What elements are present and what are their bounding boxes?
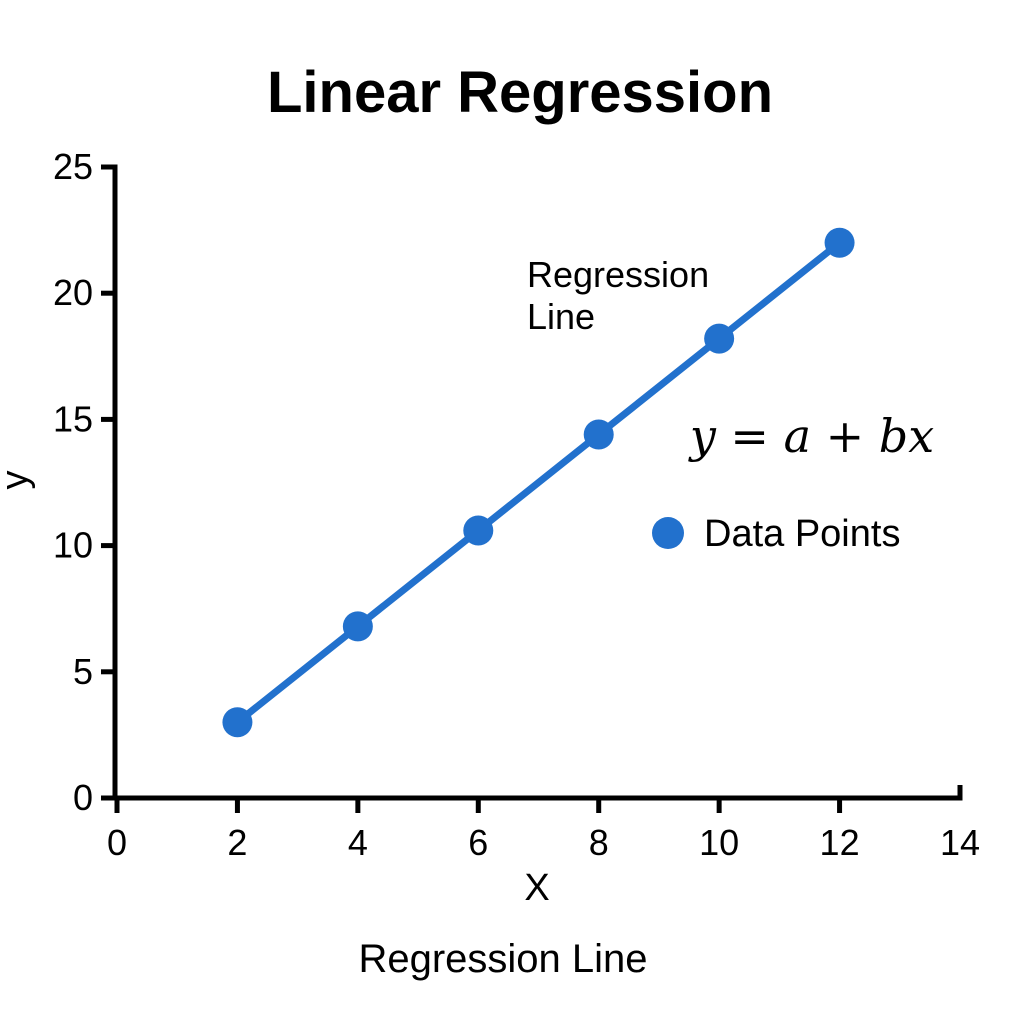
y-axis-label: y [0, 471, 36, 490]
legend-marker-circle-icon [652, 517, 684, 549]
x-tick-label: 12 [820, 822, 860, 863]
x-axis: 0 2 4 6 8 10 12 14 [107, 785, 980, 863]
data-point [463, 515, 494, 546]
y-axis: 0 5 10 15 20 25 [53, 146, 115, 818]
regression-line [233, 239, 844, 726]
y-tick-label: 10 [53, 525, 93, 566]
data-point [342, 611, 373, 642]
chart-title: Linear Regression [267, 60, 773, 125]
data-point [704, 323, 735, 354]
x-tick-label: 2 [227, 822, 247, 863]
equation-label: y = a + bx [688, 409, 934, 463]
annotation-regression-line: Regression Line [527, 254, 709, 337]
chart-caption: Regression Line [358, 937, 647, 981]
x-axis-label: X [524, 867, 549, 909]
x-tick-label: 8 [589, 822, 609, 863]
y-tick-label: 15 [53, 398, 93, 439]
x-tick-label: 4 [348, 822, 368, 863]
x-tick-label: 14 [940, 822, 980, 863]
legend: Data Points [652, 513, 900, 555]
y-tick-label: 5 [73, 651, 93, 692]
y-tick-label: 20 [53, 272, 93, 313]
legend-label: Data Points [704, 513, 900, 555]
x-tick-label: 6 [468, 822, 488, 863]
x-tick-label: 0 [107, 822, 127, 863]
annotation-line-1: Regression [527, 254, 709, 295]
axis-spines [101, 164, 963, 801]
y-tick-label: 0 [73, 777, 93, 818]
data-points [222, 227, 855, 738]
data-point [222, 707, 253, 738]
annotation-line-2: Line [527, 296, 595, 337]
y-tick-label: 25 [53, 146, 93, 187]
x-tick-label: 10 [699, 822, 739, 863]
data-point [824, 227, 855, 258]
data-point [583, 419, 614, 450]
